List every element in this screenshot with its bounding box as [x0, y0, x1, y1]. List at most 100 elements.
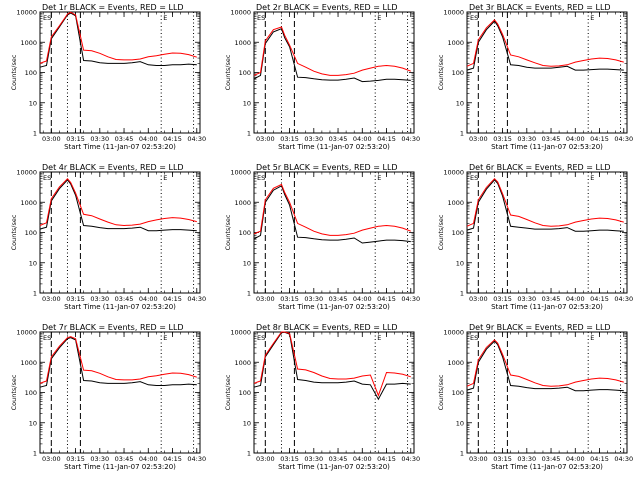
x-axis-label: Start Time (11-Jan-07 02:53:20) — [64, 143, 176, 151]
x-tick-label: 03:15 — [66, 455, 85, 463]
y-tick-label: 10 — [456, 99, 464, 107]
y-tick-label: 10000 — [230, 169, 251, 177]
x-tick-label: 04:00 — [353, 295, 372, 303]
events-series-line — [466, 20, 624, 71]
corner-label-end: E — [163, 174, 167, 182]
x-tick-label: 04:30 — [614, 455, 633, 463]
y-axis-label: Counts/sec — [437, 54, 445, 90]
x-tick-label: 03:00 — [469, 135, 488, 143]
x-tick-label: 04:15 — [163, 135, 182, 143]
plot-frame — [466, 331, 628, 454]
events-series-line — [466, 340, 624, 392]
x-tick-label: 04:15 — [377, 295, 396, 303]
y-tick-label: 100 — [239, 389, 251, 397]
corner-label-end: E — [377, 174, 381, 182]
y-tick-label: 1 — [33, 130, 37, 138]
y-tick-label: 1000 — [20, 359, 37, 367]
lld-series-line — [39, 11, 197, 64]
x-tick-label: 04:15 — [590, 295, 609, 303]
y-tick-label: 100 — [452, 229, 464, 237]
y-tick-label: 10000 — [443, 329, 464, 337]
y-tick-label: 100 — [25, 229, 37, 237]
y-tick-label: 10000 — [16, 169, 37, 177]
y-tick-label: 1 — [247, 290, 251, 298]
x-tick-label: 04:15 — [163, 295, 182, 303]
corner-label-end: E — [590, 334, 594, 342]
events-series-line — [466, 179, 624, 232]
lld-series-line — [466, 177, 624, 227]
x-tick-label: 03:15 — [493, 135, 512, 143]
y-axis-label: Counts/sec — [10, 214, 18, 250]
lld-series-line — [253, 183, 411, 236]
chart-title: Det 1r BLACK = Events, RED = LLD — [42, 3, 184, 12]
x-axis-label: Start Time (11-Jan-07 02:53:20) — [278, 303, 390, 311]
x-tick-label: 03:45 — [329, 135, 348, 143]
x-tick-label: 03:15 — [280, 455, 299, 463]
x-tick-label: 03:00 — [469, 455, 488, 463]
events-series-line — [253, 185, 411, 244]
x-axis-label: Start Time (11-Jan-07 02:53:20) — [278, 463, 390, 471]
x-tick-label: 03:45 — [115, 295, 134, 303]
x-tick-label: 04:15 — [163, 455, 182, 463]
x-tick-label: 04:00 — [139, 295, 158, 303]
y-tick-label: 100 — [452, 389, 464, 397]
y-tick-label: 100 — [25, 69, 37, 77]
chart-panel-8: Det 8r BLACK = Events, RED = LLD 1 10 100 10… — [224, 323, 420, 471]
corner-label-end: E — [163, 14, 167, 22]
corner-label-end: E — [163, 334, 167, 342]
x-tick-label: 04:30 — [401, 295, 420, 303]
x-axis-label: Start Time (11-Jan-07 02:53:20) — [64, 463, 176, 471]
chart-title: Det 6r BLACK = Events, RED = LLD — [469, 163, 611, 172]
x-tick-label: 03:00 — [42, 135, 61, 143]
x-tick-label: 03:30 — [517, 135, 536, 143]
x-tick-label: 04:00 — [566, 455, 585, 463]
plot-frame — [466, 171, 628, 294]
y-tick-label: 1 — [460, 130, 464, 138]
y-tick-label: 10000 — [16, 9, 37, 17]
y-tick-label: 100 — [239, 69, 251, 77]
x-tick-label: 03:00 — [256, 455, 275, 463]
x-tick-label: 03:45 — [115, 455, 134, 463]
y-axis-label: Counts/sec — [224, 54, 232, 90]
x-tick-label: 03:15 — [66, 135, 85, 143]
events-series-line — [253, 28, 411, 83]
chart-panel-3: Det 3r BLACK = Events, RED = LLD 1 10 100 10… — [437, 3, 633, 151]
y-tick-label: 1000 — [20, 199, 37, 207]
x-tick-label: 03:30 — [304, 295, 323, 303]
y-tick-label: 10 — [29, 99, 37, 107]
y-tick-label: 1 — [247, 450, 251, 458]
x-tick-label: 03:45 — [542, 135, 561, 143]
y-tick-label: 10 — [29, 259, 37, 267]
x-tick-label: 04:15 — [590, 135, 609, 143]
lld-series-line — [466, 339, 624, 387]
y-tick-label: 10 — [456, 259, 464, 267]
corner-label-start: ES — [257, 174, 265, 182]
x-tick-label: 04:30 — [187, 295, 206, 303]
x-tick-label: 04:00 — [353, 455, 372, 463]
corner-label-end: E — [590, 14, 594, 22]
y-tick-label: 10 — [456, 419, 464, 427]
x-tick-label: 03:45 — [329, 455, 348, 463]
x-tick-label: 04:00 — [353, 135, 372, 143]
x-axis-label: Start Time (11-Jan-07 02:53:20) — [64, 303, 176, 311]
x-tick-label: 04:15 — [377, 455, 396, 463]
x-tick-label: 04:30 — [187, 455, 206, 463]
y-axis-label: Counts/sec — [224, 374, 232, 410]
y-tick-label: 10000 — [230, 9, 251, 17]
chart-panel-6: Det 6r BLACK = Events, RED = LLD 1 10 100 10… — [437, 163, 633, 311]
corner-label-start: ES — [470, 14, 478, 22]
y-tick-label: 100 — [239, 229, 251, 237]
corner-label-start: ES — [470, 334, 478, 342]
chart-title: Det 5r BLACK = Events, RED = LLD — [256, 163, 398, 172]
corner-label-end: E — [377, 334, 381, 342]
chart-title: Det 2r BLACK = Events, RED = LLD — [256, 3, 398, 12]
y-tick-label: 1000 — [20, 39, 37, 47]
y-tick-label: 10000 — [443, 169, 464, 177]
corner-label-start: ES — [43, 174, 51, 182]
y-tick-label: 100 — [25, 389, 37, 397]
chart-title: Det 8r BLACK = Events, RED = LLD — [256, 323, 398, 332]
y-tick-label: 1000 — [234, 359, 251, 367]
x-tick-label: 03:00 — [256, 295, 275, 303]
events-series-line — [39, 12, 197, 68]
